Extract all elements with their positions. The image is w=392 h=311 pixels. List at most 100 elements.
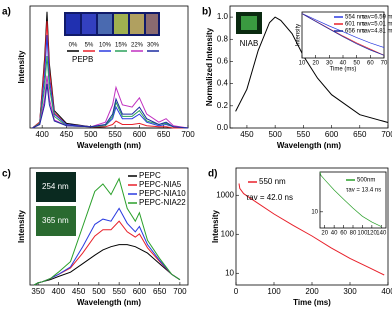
x-tick-label: 450 xyxy=(60,130,74,139)
legend-label: 601 nm xyxy=(345,22,365,28)
series-line xyxy=(32,34,189,129)
photo-sample xyxy=(130,14,144,34)
x-tick-label: 10 xyxy=(299,61,306,67)
y-tick-label: 10 xyxy=(225,268,234,277)
x-tick-label: 70 xyxy=(381,61,388,67)
x-tick-label: 400 xyxy=(35,130,49,139)
x-axis-label: Wavelength (nm) xyxy=(77,298,141,307)
x-tick-label: 20 xyxy=(321,231,328,237)
x-tick-label: 20 xyxy=(312,61,319,67)
series-line xyxy=(235,16,389,123)
y-axis-label: Intensity xyxy=(17,210,26,243)
x-tick-label: 40 xyxy=(331,231,338,237)
legend-label: 30% xyxy=(147,43,160,49)
photo-label: PEPB xyxy=(72,55,93,64)
photo-sample xyxy=(146,14,158,34)
panel-label: b) xyxy=(202,7,211,18)
series-line xyxy=(301,13,385,56)
x-tick-label: 550 xyxy=(108,130,122,139)
y-axis-label: Intensity xyxy=(211,210,220,243)
panel-label: a) xyxy=(2,7,11,18)
x-tick-label: 450 xyxy=(72,287,86,296)
x-tick-label: 450 xyxy=(240,130,254,139)
series-line xyxy=(32,83,189,129)
x-tick-label: 300 xyxy=(343,287,357,296)
x-tick-label: 60 xyxy=(340,231,347,237)
photo-sample xyxy=(114,14,128,34)
x-tick-label: 60 xyxy=(367,61,374,67)
photo-label: 254 nm xyxy=(42,182,69,191)
legend-annotation: τav=5.01 ms xyxy=(362,22,392,28)
x-tick-label: 500 xyxy=(268,130,282,139)
series-line xyxy=(32,21,188,129)
x-tick-label: 140 xyxy=(376,231,387,237)
photo xyxy=(36,172,76,202)
series-line xyxy=(301,13,385,48)
y-tick-label: 0.8 xyxy=(217,34,229,43)
series-line xyxy=(32,11,188,129)
y-tick-label: 1000 xyxy=(216,190,234,199)
x-tick-label: 550 xyxy=(297,130,311,139)
y-tick-label: 0.6 xyxy=(217,57,229,66)
x-tick-label: 700 xyxy=(181,130,195,139)
x-tick-label: 120 xyxy=(367,231,378,237)
photo-sample xyxy=(241,16,257,30)
x-tick-label: 650 xyxy=(157,130,171,139)
legend-label: 5% xyxy=(85,43,94,49)
legend-label: 0% xyxy=(69,43,78,49)
x-tick-label: 50 xyxy=(353,61,360,67)
annotation: τav = 42.0 ns xyxy=(246,193,293,202)
x-tick-label: 80 xyxy=(350,231,357,237)
y-tick-label: 10 xyxy=(311,209,318,215)
panel-label: c) xyxy=(2,169,11,180)
legend-label: PEPC-NIA22 xyxy=(139,198,186,207)
photo-sample xyxy=(98,14,112,34)
legend-label: 656 nm xyxy=(345,29,365,35)
x-tick-label: 650 xyxy=(353,130,367,139)
series-line xyxy=(32,75,189,129)
plot-frame xyxy=(319,171,387,229)
series-line xyxy=(319,171,382,227)
legend-annotation: τav=4.81 ms xyxy=(362,29,392,35)
x-tick-label: 0 xyxy=(234,287,239,296)
x-tick-label: 350 xyxy=(31,287,45,296)
x-tick-label: 30 xyxy=(326,61,333,67)
y-tick-label: 0.4 xyxy=(217,79,229,88)
x-tick-label: 700 xyxy=(173,287,187,296)
x-tick-label: 650 xyxy=(153,287,167,296)
x-tick-label: 40 xyxy=(340,61,347,67)
legend-label: 10% xyxy=(99,43,112,49)
y-tick-label: 0.0 xyxy=(217,123,229,132)
annotation: τav = 13.4 ns xyxy=(346,188,381,194)
x-axis-label: Wavelength (nm) xyxy=(277,141,341,150)
x-tick-label: 600 xyxy=(133,130,147,139)
legend-label: 15% xyxy=(115,43,128,49)
series-line xyxy=(33,177,181,286)
y-axis-label: Normalized Intensity xyxy=(205,27,214,106)
x-tick-label: 600 xyxy=(325,130,339,139)
photo-sample xyxy=(82,14,96,34)
panel-label: d) xyxy=(208,169,217,180)
x-tick-label: 700 xyxy=(381,130,392,139)
x-tick-label: 100 xyxy=(267,287,281,296)
x-tick-label: 400 xyxy=(381,287,392,296)
x-tick-label: 550 xyxy=(112,287,126,296)
photo-label: 365 nm xyxy=(42,216,69,225)
legend-label: 500nm xyxy=(357,178,375,184)
x-tick-label: 600 xyxy=(133,287,147,296)
legend-label: PEPC-NIA5 xyxy=(139,180,182,189)
x-tick-label: 500 xyxy=(92,287,106,296)
legend-label: 554 nm xyxy=(345,15,365,21)
y-tick-label: 100 xyxy=(221,229,235,238)
legend-label: PEPC xyxy=(139,171,161,180)
y-tick-label: 1.0 xyxy=(217,12,229,21)
x-axis-label: Time (ms) xyxy=(330,67,357,73)
y-axis-label: Intensity xyxy=(296,24,302,46)
legend-label: PEPC-NIA10 xyxy=(139,189,186,198)
x-tick-label: 100 xyxy=(357,231,368,237)
series-line xyxy=(238,183,385,276)
photo-sample xyxy=(66,14,80,34)
y-tick-label: 0.2 xyxy=(217,101,229,110)
